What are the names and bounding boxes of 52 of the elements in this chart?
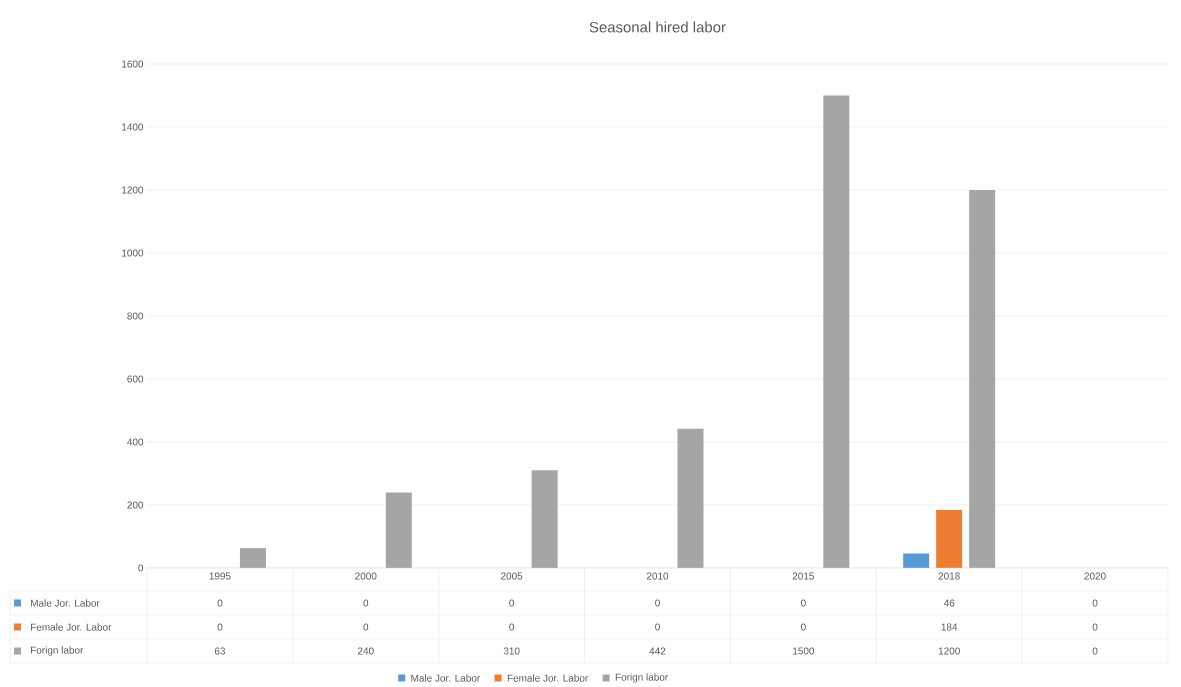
data-label: 46 — [943, 599, 955, 607]
bar — [969, 189, 996, 568]
bar — [936, 510, 963, 568]
data-label: 0 — [1092, 599, 1098, 607]
x-tick-label: 2010 — [646, 572, 669, 580]
data-label: 1500 — [793, 647, 815, 655]
y-tick-label: 600 — [127, 375, 144, 383]
y-tick-label: 1200 — [122, 186, 144, 194]
y-tick-label: 200 — [127, 501, 144, 509]
data-label: 0 — [217, 599, 223, 607]
data-label: 442 — [649, 647, 666, 655]
x-tick-label: 2015 — [792, 572, 814, 580]
bar — [531, 470, 558, 568]
y-tick-label: 400 — [127, 438, 144, 446]
data-label: 0 — [1092, 623, 1098, 631]
y-tick-label: 1000 — [122, 249, 144, 257]
x-tick-label: 2005 — [501, 572, 523, 580]
y-tick-label: 1600 — [122, 60, 144, 68]
data-label: 0 — [1092, 647, 1098, 655]
data-label: 240 — [357, 647, 374, 655]
bar — [903, 553, 930, 568]
data-label: 0 — [217, 623, 223, 631]
x-tick-label: 1995 — [209, 572, 231, 580]
data-label: 0 — [363, 599, 369, 607]
text: Male Jor. Labor — [31, 599, 100, 607]
data-label: 0 — [655, 599, 660, 607]
data-label: 0 — [509, 623, 515, 631]
bar — [239, 548, 266, 568]
bar — [823, 95, 850, 568]
legend-label: Female Jor. Labor — [507, 674, 589, 682]
data-label: 0 — [800, 623, 806, 631]
y-tick-label: 0 — [138, 564, 144, 572]
y-tick-label: 1400 — [122, 123, 144, 131]
text: Female Jor. Labor — [31, 623, 112, 631]
legend-label: Forign labor — [615, 673, 668, 683]
x-tick-label: 2020 — [1084, 572, 1106, 580]
x-tick-label: 2018 — [938, 572, 960, 580]
data-label: 0 — [363, 623, 369, 631]
bar — [385, 492, 412, 568]
legend-label: Male Jor. Labor — [411, 674, 481, 682]
data-label: 310 — [503, 647, 520, 655]
bar — [677, 428, 704, 568]
data-label: 184 — [941, 623, 958, 631]
text: Forign labor — [31, 646, 84, 656]
chart-title: Seasonal hired labor — [589, 21, 726, 33]
data-label: 1200 — [938, 647, 960, 655]
data-label: 0 — [655, 623, 660, 631]
y-tick-label: 800 — [127, 312, 144, 320]
data-label: 0 — [509, 599, 515, 607]
data-label: 63 — [214, 647, 226, 655]
data-label: 0 — [800, 599, 806, 607]
x-tick-label: 2000 — [355, 572, 377, 580]
